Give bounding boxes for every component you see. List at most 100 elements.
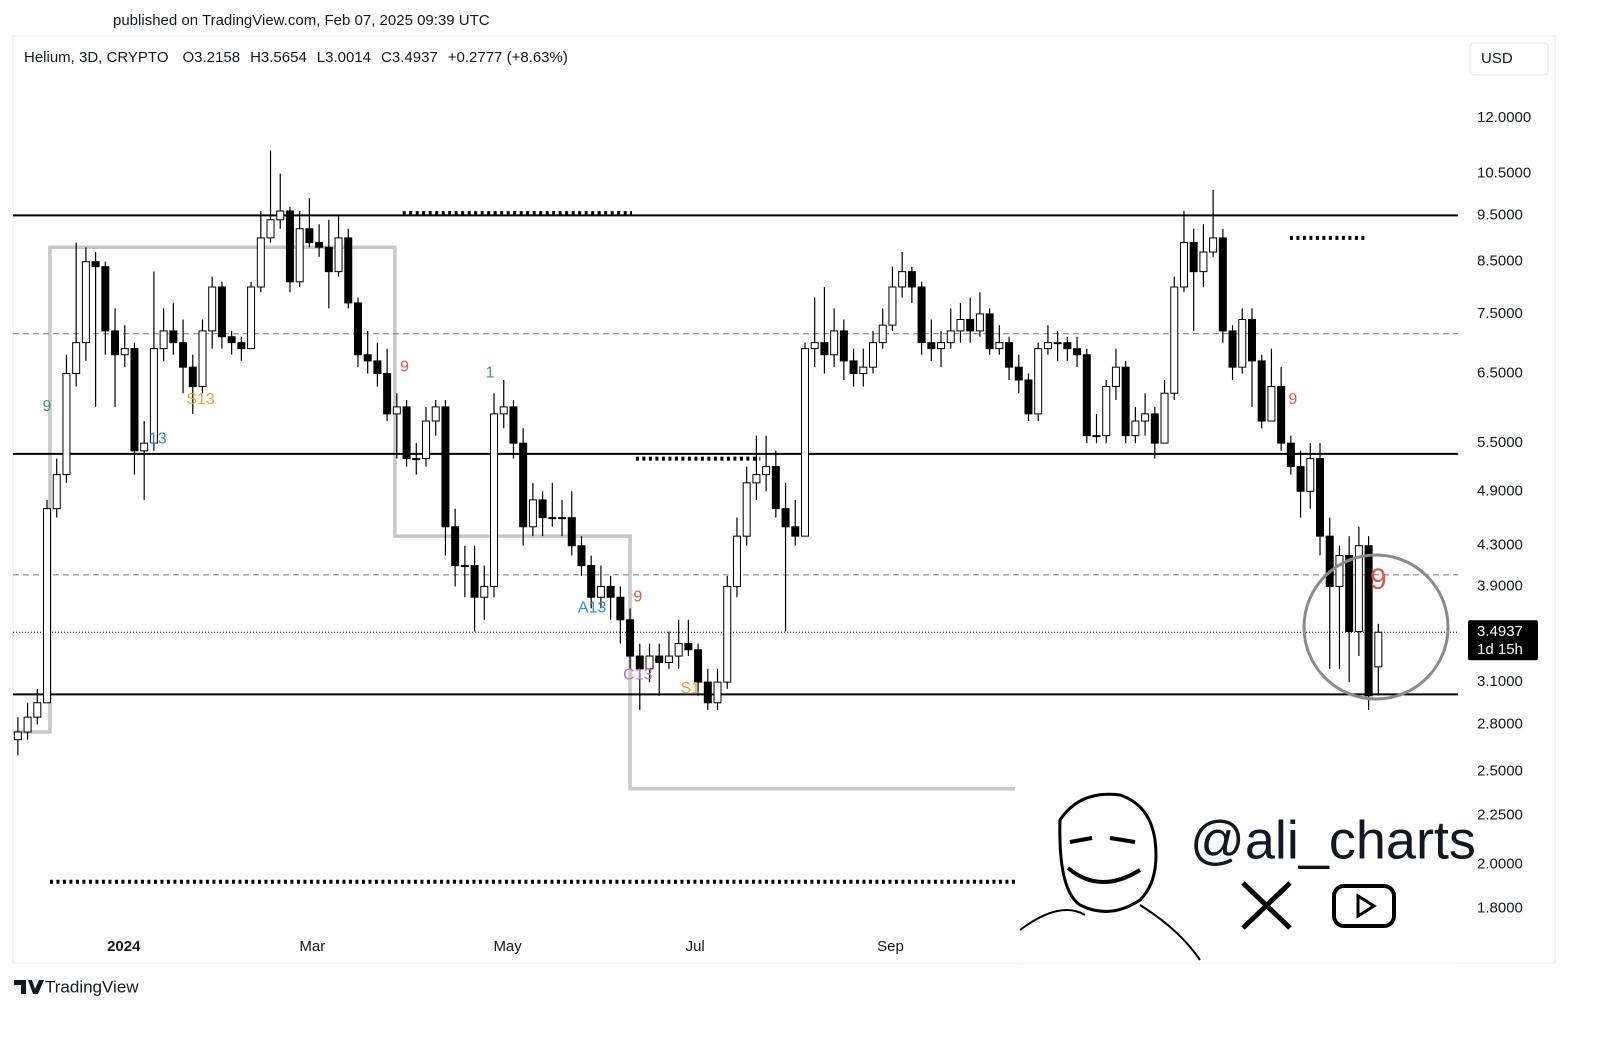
- avatar: [1018, 785, 1458, 963]
- x-tick-label: Jul: [686, 938, 705, 955]
- candle-body: [1111, 366, 1120, 388]
- y-tick-label: 1.8000: [1477, 900, 1523, 917]
- candle-body: [72, 342, 81, 375]
- footer-brand: TradingView: [45, 977, 139, 996]
- candle-body: [1034, 348, 1043, 415]
- y-tick-label: 4.9000: [1477, 482, 1523, 499]
- candle-body: [937, 342, 946, 350]
- candle-body: [1150, 413, 1159, 444]
- candle-body: [237, 342, 246, 350]
- candle-body: [1073, 348, 1082, 356]
- candle-body: [1121, 366, 1130, 437]
- face: [1058, 792, 1158, 913]
- candle-body: [217, 286, 226, 338]
- candle-body: [810, 342, 819, 350]
- candle-body: [62, 373, 71, 476]
- candle-body: [1014, 366, 1023, 381]
- candle-body: [1005, 342, 1014, 368]
- candle-body: [1160, 392, 1169, 444]
- candle-body: [1189, 242, 1198, 273]
- candle-body: [985, 313, 994, 350]
- td-label: A13: [578, 600, 607, 617]
- candle-body: [383, 373, 392, 415]
- candle-body: [1063, 342, 1072, 350]
- price-label-box: [1468, 620, 1538, 661]
- candle-body: [256, 237, 265, 288]
- ohlc-value: 3.2158: [194, 49, 240, 66]
- y-tick-label: 8.5000: [1477, 253, 1523, 270]
- candle-body: [1170, 286, 1179, 394]
- candle-body: [91, 261, 100, 268]
- smile: [1066, 866, 1142, 884]
- candle-body: [1364, 545, 1373, 697]
- candle-body: [839, 330, 848, 362]
- candle-body: [1218, 237, 1227, 332]
- td-label: 1: [486, 365, 495, 382]
- candle-body: [490, 413, 499, 587]
- candle-body: [43, 508, 52, 704]
- candle-body: [363, 354, 372, 362]
- candle-body: [227, 336, 236, 344]
- x-tick-label: 2024: [107, 938, 141, 955]
- eyes: [1069, 836, 1136, 844]
- candle-body: [1325, 535, 1334, 587]
- candle-body: [869, 342, 878, 368]
- candle-body: [519, 442, 528, 528]
- candle-body: [159, 330, 168, 350]
- ohlc-value: 3.5654: [261, 49, 307, 66]
- highlight-circle: [1302, 553, 1450, 701]
- candle-body: [412, 458, 421, 461]
- youtube-play: [1356, 893, 1377, 919]
- y-tick-label: 9.5000: [1477, 206, 1523, 223]
- candle-body: [713, 681, 722, 704]
- candle-body: [645, 655, 654, 670]
- candle-body: [1238, 318, 1247, 368]
- candle-body: [917, 286, 926, 344]
- candle-body: [752, 474, 761, 484]
- y-tick-label: 3.9000: [1477, 577, 1523, 594]
- candle-body: [276, 210, 285, 221]
- candle-body: [859, 366, 868, 375]
- candle-body: [1141, 413, 1150, 422]
- candle-body: [324, 246, 333, 273]
- candle-body: [732, 535, 741, 587]
- candle-body: [247, 286, 256, 350]
- candle-body: [480, 585, 489, 598]
- candle-body: [927, 342, 936, 350]
- td-label: 9: [1288, 391, 1297, 408]
- countdown: 1d 15h: [1477, 641, 1523, 658]
- candle-body: [1277, 386, 1286, 444]
- candle-body: [635, 655, 644, 670]
- candle-body: [23, 716, 32, 733]
- candle-body: [344, 237, 353, 304]
- td-label: 9: [633, 588, 642, 605]
- candle-body: [723, 585, 732, 683]
- candle-body: [1306, 458, 1315, 492]
- y-tick-label: 4.3000: [1477, 537, 1523, 554]
- ohlc-value: 3.0014: [325, 49, 371, 66]
- candle-body: [528, 499, 537, 528]
- candle-body: [120, 348, 129, 356]
- candle-body: [1102, 386, 1111, 437]
- candle-body: [266, 219, 275, 239]
- candle-body: [1296, 466, 1305, 492]
- candle-body: [1335, 555, 1344, 587]
- candle-body: [684, 643, 693, 651]
- candle-body: [577, 545, 586, 567]
- ohlc-label: C: [381, 49, 392, 66]
- currency: USD: [1481, 50, 1513, 67]
- candle-body: [558, 517, 567, 520]
- youtube-icon: [1332, 884, 1396, 928]
- chart-frame: [12, 35, 1556, 964]
- candle-body: [334, 237, 343, 273]
- tv-logo: [14, 980, 44, 994]
- candle-body: [762, 466, 771, 476]
- candle-body: [140, 442, 149, 452]
- candle-body: [1199, 251, 1208, 273]
- published-note: published on TradingView.com, Feb 07, 20…: [113, 12, 490, 29]
- candle-body: [149, 348, 158, 444]
- candle-body: [1131, 420, 1140, 437]
- candle-body: [509, 406, 518, 444]
- candle-body: [33, 702, 42, 718]
